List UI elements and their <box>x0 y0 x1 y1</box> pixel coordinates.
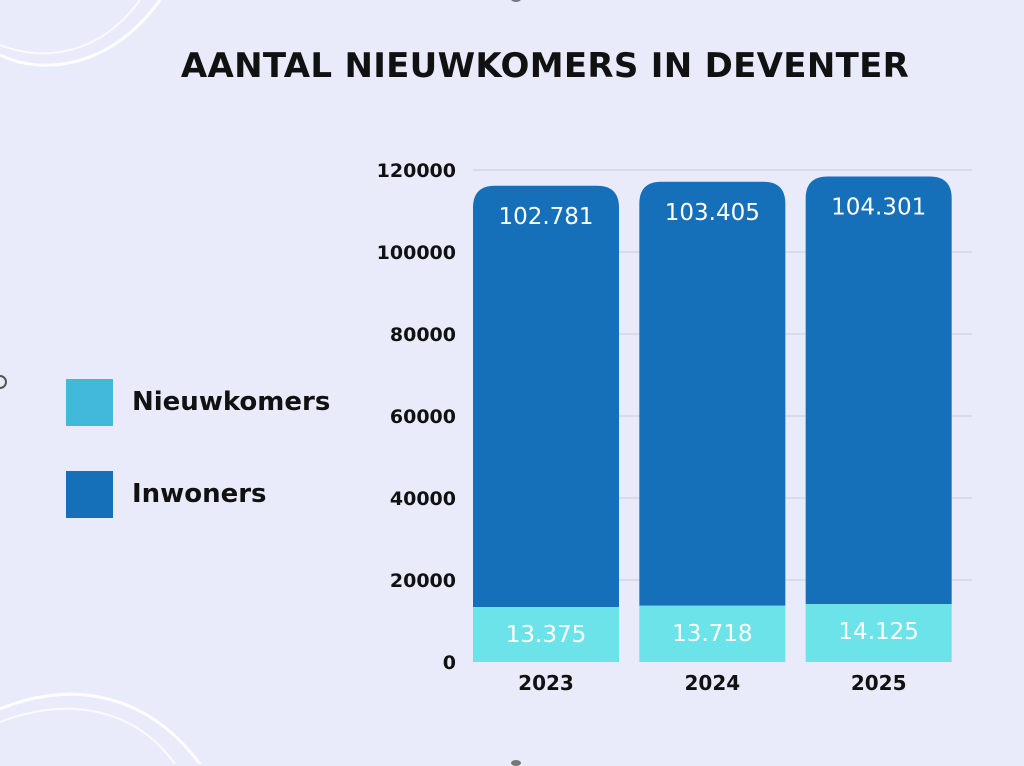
value-label-nieuwkomers-2023: 13.375 <box>506 622 586 648</box>
legend-swatch-nieuwkomers <box>66 378 113 426</box>
legend-item-nieuwkomers: Nieuwkomers <box>66 378 330 426</box>
value-label-inwoners-2024: 103.405 <box>665 200 760 226</box>
bar-nieuwkomers-2024 <box>639 605 786 662</box>
value-label-inwoners-2025: 104.301 <box>831 194 926 220</box>
y-tick-label: 80000 <box>390 324 456 346</box>
value-label-inwoners-2023: 102.781 <box>498 204 593 230</box>
y-tick-label: 120000 <box>377 160 456 182</box>
y-tick-label: 40000 <box>390 488 456 510</box>
x-tick-label-2025: 2025 <box>851 671 907 695</box>
bar-inwoners-2025 <box>805 176 952 605</box>
legend-label-nieuwkomers: Nieuwkomers <box>132 387 331 417</box>
bar-inwoners-2023 <box>473 185 619 608</box>
x-tick-label-2023: 2023 <box>518 671 574 695</box>
legend-label-inwoners: Inwoners <box>132 479 267 509</box>
chart-title: AANTAL NIEUWKOMERS IN DEVENTER <box>180 46 910 86</box>
value-label-nieuwkomers-2024: 13.718 <box>672 621 752 647</box>
legend-swatch-inwoners <box>66 470 113 518</box>
y-tick-label: 60000 <box>390 406 456 428</box>
bar-inwoners-2024 <box>639 181 786 606</box>
x-tick-label-2024: 2024 <box>684 671 740 695</box>
value-label-nieuwkomers-2025: 14.125 <box>838 619 918 645</box>
y-tick-label: 20000 <box>390 570 456 592</box>
bar-nieuwkomers-2023 <box>473 607 619 662</box>
y-tick-label: 0 <box>443 652 456 674</box>
bar-nieuwkomers-2025 <box>805 604 952 662</box>
y-tick-label: 100000 <box>377 242 456 264</box>
legend-item-inwoners: Inwoners <box>66 470 267 518</box>
